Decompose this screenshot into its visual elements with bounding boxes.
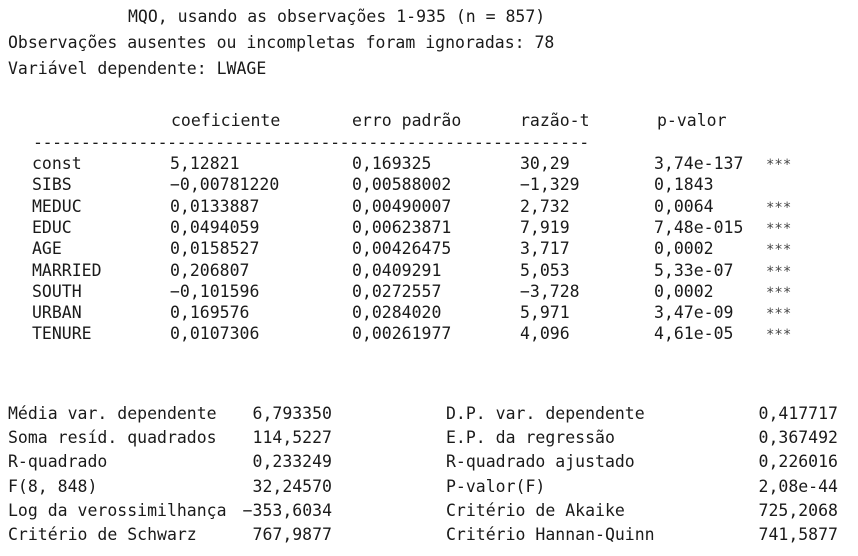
row-name: const (32, 154, 82, 173)
row-se: 0,0409291 (352, 260, 442, 280)
dependent-label: Variável dependente: LWAGE (8, 59, 267, 78)
row-p: 4,61e-05 (654, 324, 734, 344)
col-header-t: razão-t (520, 111, 590, 130)
row-coef: 0,0158527 (170, 239, 260, 259)
row-p: 3,47e-09 (654, 303, 734, 323)
row-name: AGE (32, 239, 62, 259)
row-se: 0,169325 (352, 154, 432, 173)
row-coef: 0,206807 (170, 260, 250, 280)
row-se: 0,00623871 (352, 217, 452, 237)
stat-v1: 6,793350 (252, 404, 332, 423)
row-se: 0,00490007 (352, 196, 452, 216)
row-p: 5,33e-07 (654, 260, 734, 280)
stat-l2: E.P. da regressão (446, 428, 615, 448)
stat-v1: 0,233249 (252, 452, 332, 472)
row-stars: *** (766, 263, 792, 280)
stat-l1: F(8, 848) (8, 476, 98, 496)
row-p: 0,0002 (654, 239, 714, 259)
row-stars: *** (766, 199, 792, 216)
separator-line: ----------------------------------------… (33, 133, 589, 152)
row-name: SIBS (32, 175, 72, 195)
col-header-coef: coeficiente (171, 111, 281, 130)
row-p: 0,0064 (654, 196, 714, 216)
row-coef: 0,0494059 (170, 217, 260, 237)
row-stars: *** (766, 306, 792, 323)
row-stars: *** (766, 284, 792, 301)
row-t: 30,29 (520, 154, 570, 173)
stat-v1: 114,5227 (252, 428, 332, 448)
row-name: EDUC (32, 217, 72, 237)
row-coef: −0,101596 (170, 281, 260, 301)
row-t: 3,717 (520, 239, 570, 259)
stat-v2: 0,417717 (758, 404, 838, 423)
row-t: −1,329 (520, 175, 580, 195)
row-stars: *** (766, 242, 792, 259)
row-se: 0,0272557 (352, 281, 442, 301)
row-coef: 5,12821 (170, 154, 240, 173)
missing-note: Observações ausentes ou incompletas fora… (8, 33, 555, 52)
stat-l1: Critério de Schwarz (8, 525, 197, 544)
model-title: MQO, usando as observações 1-935 (n = 85… (128, 7, 546, 26)
row-coef: 0,169576 (170, 303, 250, 323)
row-se: 0,0284020 (352, 303, 442, 323)
row-p: 3,74e-137 (654, 154, 744, 173)
row-se: 0,00588002 (352, 175, 452, 195)
row-se: 0,00426475 (352, 239, 452, 259)
stat-l2: Critério de Akaike (446, 500, 625, 520)
stat-l2: P-valor(F) (446, 476, 546, 496)
row-stars: *** (766, 157, 792, 173)
stat-v2: 0,367492 (758, 428, 838, 448)
col-header-p: p-valor (657, 111, 727, 130)
row-name: TENURE (32, 324, 92, 344)
stat-v2: 741,5877 (758, 525, 838, 544)
row-coef: 0,0133887 (170, 196, 260, 216)
row-se: 0,00261977 (352, 324, 452, 344)
row-name: MARRIED (32, 260, 102, 280)
row-name: URBAN (32, 303, 82, 323)
row-p: 0,1843 (654, 175, 714, 195)
row-coef: −0,00781220 (170, 175, 280, 195)
row-t: 5,971 (520, 303, 570, 323)
stat-l2: D.P. var. dependente (446, 404, 645, 423)
row-t: 2,732 (520, 196, 570, 216)
stat-v1: 32,24570 (252, 476, 332, 496)
row-stars: *** (766, 220, 792, 237)
row-stars: *** (766, 327, 792, 344)
row-t: 7,919 (520, 217, 570, 237)
stat-v2: 0,226016 (758, 452, 838, 472)
stat-l2: R-quadrado ajustado (446, 452, 635, 472)
row-name: MEDUC (32, 196, 82, 216)
row-name: SOUTH (32, 281, 82, 301)
col-header-se: erro padrão (352, 111, 462, 130)
stat-l2: Critério Hannan-Quinn (446, 525, 655, 544)
stat-v1: −353,6034 (242, 500, 332, 520)
stat-v2: 2,08e-44 (758, 476, 838, 496)
stat-v2: 725,2068 (758, 500, 838, 520)
row-t: 4,096 (520, 324, 570, 344)
row-p: 0,0002 (654, 281, 714, 301)
stat-l1: Média var. dependente (8, 404, 217, 423)
row-p: 7,48e-015 (654, 217, 744, 237)
stat-l1: Soma resíd. quadrados (8, 428, 217, 448)
row-t: −3,728 (520, 281, 580, 301)
stat-v1: 767,9877 (252, 525, 332, 544)
row-t: 5,053 (520, 260, 570, 280)
stat-l1: R-quadrado (8, 452, 108, 472)
stat-l1: Log da verossimilhança (8, 500, 227, 520)
row-coef: 0,0107306 (170, 324, 260, 344)
